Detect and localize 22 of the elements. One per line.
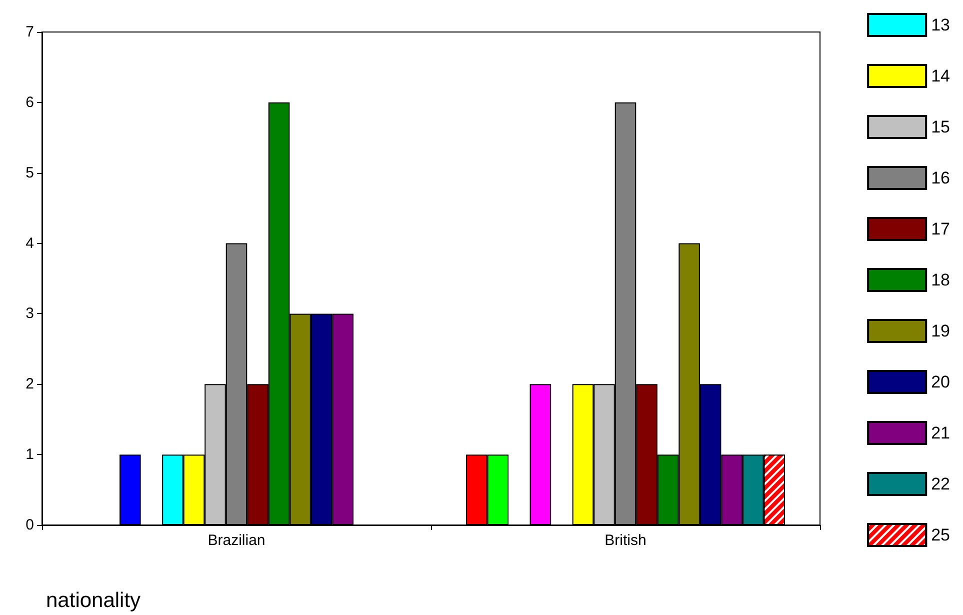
y-tick-label: 6 [26,94,34,111]
legend-label: 21 [931,424,950,442]
y-tick-label: 7 [26,24,34,40]
legend-label: 13 [931,16,950,34]
legend-label: 16 [931,168,950,188]
legend-label: 22 [931,474,950,494]
y-tick-label: 3 [26,305,34,322]
y-tick-label: 2 [26,376,34,393]
legend-label: 17 [931,220,950,238]
legend-label: 15 [931,118,950,136]
y-tick-label: 1 [26,446,34,464]
y-tick-label: 4 [26,234,34,252]
x-axis-title: nationality [46,589,142,612]
y-tick-label: 0 [26,516,34,534]
legend-label: 18 [931,270,950,290]
x-tick-label: British [604,532,646,549]
legend-label: 20 [931,372,950,392]
legend-label: 25 [931,526,950,544]
y-tick-label: 5 [26,164,34,182]
legend-label: 14 [931,66,950,86]
legend-label: 19 [931,322,950,340]
x-tick-label: Brazilian [208,532,266,549]
